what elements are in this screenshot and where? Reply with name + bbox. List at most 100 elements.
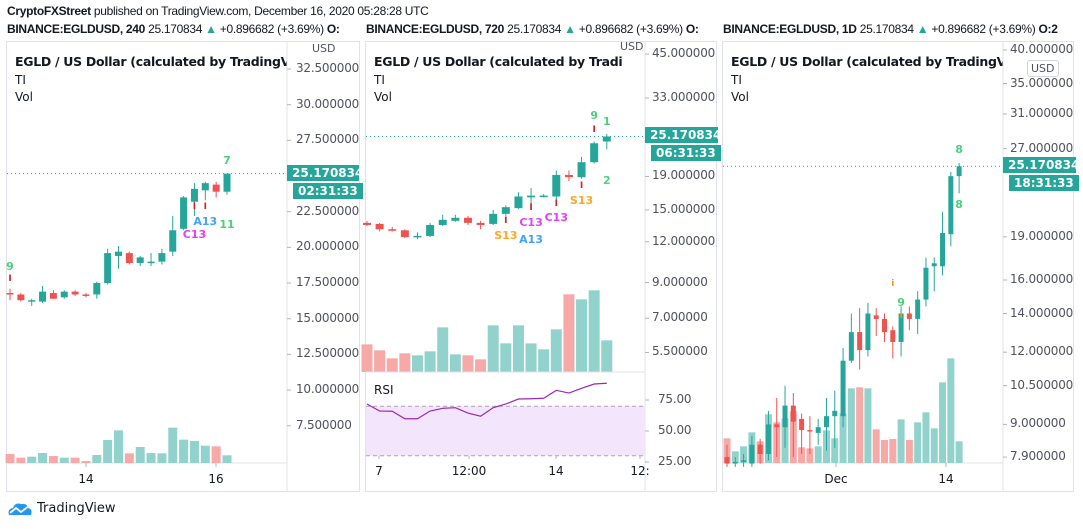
- volume-bar: [211, 446, 221, 463]
- indicator-ti[interactable]: TI: [731, 73, 742, 87]
- candle-body: [49, 293, 57, 299]
- last-price-label: 25.170834: [645, 127, 721, 144]
- candle-body: [212, 184, 220, 192]
- volume-bar: [189, 441, 199, 463]
- candle-body: [865, 313, 871, 351]
- candle-body: [823, 416, 829, 428]
- volume-bar: [897, 419, 905, 463]
- volume-bar: [814, 446, 822, 463]
- candle-body: [180, 197, 188, 229]
- signal-label: I: [8, 274, 12, 284]
- volume-bar: [424, 351, 436, 372]
- candle-body: [882, 318, 888, 333]
- volume-bar: [930, 428, 938, 463]
- volume-bar: [914, 422, 922, 463]
- candle-body: [931, 263, 937, 267]
- volume-bar: [576, 299, 588, 372]
- volume-bar: [114, 430, 123, 463]
- author[interactable]: CryptoFXStreet: [7, 4, 91, 18]
- candle-body: [577, 162, 586, 178]
- signal-label: I: [504, 216, 508, 226]
- y-tick-label: 45.000000: [652, 46, 716, 60]
- indicator-rsi[interactable]: RSI: [374, 383, 394, 397]
- candle-body: [147, 261, 155, 264]
- symbol-change: +0.896682 (+3.69%): [578, 22, 683, 36]
- y-tick-label: 15.000000: [652, 202, 716, 216]
- signal-label: S13: [494, 229, 518, 242]
- candle-body: [765, 424, 771, 454]
- candle-body: [898, 313, 904, 342]
- volume-bar: [27, 456, 37, 463]
- y-tick-label: 7.500000: [296, 417, 352, 432]
- tradingview-logo[interactable]: TradingView: [7, 501, 116, 516]
- candle-body: [413, 235, 422, 238]
- volume-bar: [864, 388, 872, 463]
- candle-body: [832, 410, 838, 417]
- volume-bar: [939, 382, 947, 463]
- signal-label: C13: [182, 228, 207, 241]
- signal-label: A13: [519, 233, 543, 246]
- indicator-ti[interactable]: TI: [374, 73, 385, 87]
- signal-label: I: [529, 203, 533, 213]
- indicator-vol[interactable]: Vol: [731, 90, 749, 104]
- last-price-label: 25.170834: [287, 164, 363, 181]
- y-tick-label: 5.500000: [652, 344, 708, 359]
- candle-body: [799, 418, 805, 431]
- y-tick-label: 12.500000: [296, 346, 360, 361]
- volume-bar: [135, 447, 145, 463]
- signal-label: 9: [590, 109, 598, 122]
- signal-label: I: [203, 202, 207, 212]
- countdown-label: 06:31:33: [651, 145, 721, 162]
- y-tick-label: 40.000000: [1010, 42, 1074, 56]
- countdown-label: 18:31:33: [1009, 175, 1079, 192]
- candle-body: [539, 195, 548, 198]
- currency-button[interactable]: USD: [1027, 60, 1059, 77]
- volume-bar: [374, 350, 386, 372]
- signal-label: 11: [219, 218, 235, 231]
- volume-bar: [437, 327, 449, 372]
- candle-body: [840, 360, 846, 417]
- chart-panel-1d[interactable]: EGLD / US Dollar (calculated by TradingV…: [722, 41, 1074, 492]
- candle-body: [732, 461, 738, 464]
- candle-body: [28, 300, 36, 302]
- volume-bar: [512, 325, 524, 372]
- candle-body: [136, 257, 144, 264]
- signal-label: 8: [955, 143, 963, 156]
- chart-panel-240[interactable]: EGLD / US Dollar (calculated by TradingV…: [6, 41, 360, 492]
- x-tick-label: 12:00: [451, 464, 487, 478]
- indicator-vol[interactable]: Vol: [15, 90, 33, 104]
- volume-bar: [889, 439, 897, 463]
- y-tick-label: 20.000000: [296, 239, 360, 254]
- volume-bar: [70, 457, 80, 463]
- candle-body: [552, 174, 561, 197]
- chart-panel-720[interactable]: EGLD / US Dollar (calculated by TradingV…: [365, 41, 717, 492]
- candle-body: [724, 457, 730, 464]
- x-tick-label: 16: [208, 472, 224, 486]
- volume-bar: [168, 427, 178, 463]
- signal-label: I: [579, 181, 584, 191]
- indicator-vol[interactable]: Vol: [374, 90, 392, 104]
- signal-label: A13: [193, 215, 218, 228]
- candle-body: [514, 196, 523, 209]
- y-tick-label: 19.000000: [1010, 228, 1074, 243]
- signal-label: 9: [6, 260, 14, 273]
- volume-bar: [361, 344, 373, 372]
- volume-bar: [798, 447, 806, 463]
- candle-body: [363, 222, 371, 225]
- volume-bar: [538, 349, 550, 372]
- symbol-change: +0.896682 (+3.69%): [931, 22, 1036, 36]
- up-triangle-icon: ▲: [564, 22, 576, 36]
- candle-body: [104, 253, 112, 284]
- signal-label: S13: [569, 194, 594, 207]
- volume-bar: [487, 325, 499, 372]
- signal-label: C13: [519, 216, 543, 229]
- volume-bar: [563, 294, 575, 372]
- volume-bar: [462, 355, 474, 372]
- signal-label: i: [891, 279, 895, 289]
- signal-label: 9: [897, 296, 905, 309]
- last-price-label: 25.170834: [1003, 157, 1079, 174]
- countdown-label: 02:31:33: [293, 182, 363, 199]
- indicator-ti[interactable]: TI: [15, 73, 26, 87]
- candle-body: [39, 291, 47, 302]
